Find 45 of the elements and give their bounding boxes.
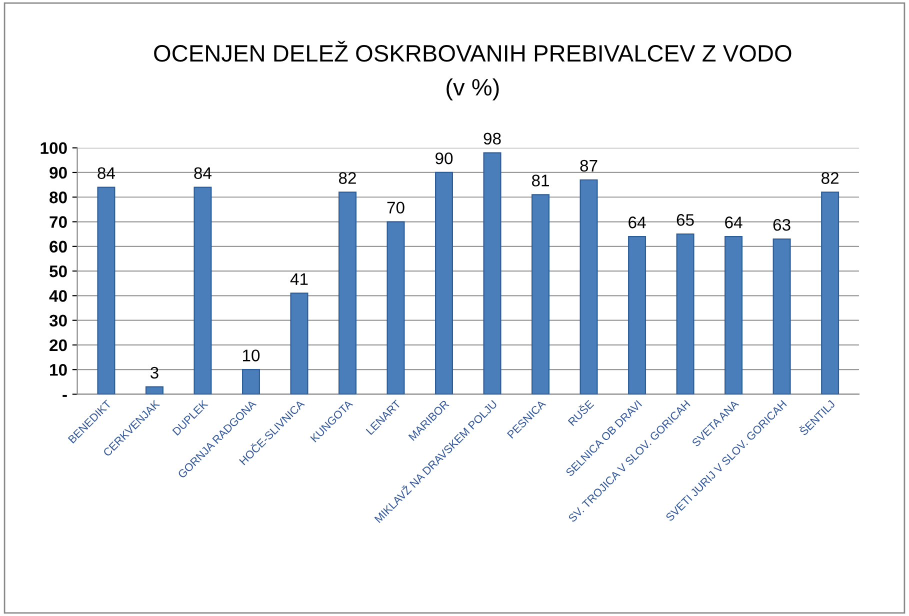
chart-subtitle: (v %) — [446, 78, 499, 100]
data-label: 70 — [387, 202, 404, 214]
data-label: 90 — [436, 152, 453, 164]
data-label: 3 — [150, 366, 158, 379]
y-tick-label: 30 — [49, 314, 67, 327]
data-label: 10 — [242, 350, 260, 362]
bar — [821, 192, 840, 394]
chart-title: OCENJEN DELEŽ OSKRBOVANIH PREBIVALCEV Z VODO — [154, 40, 792, 62]
bar — [628, 236, 646, 394]
data-label: 82 — [338, 172, 356, 184]
bar — [338, 192, 356, 394]
data-label: 65 — [676, 214, 694, 226]
data-label: 64 — [628, 216, 646, 228]
y-tick-label: 10 — [50, 364, 67, 376]
y-tick-label: 40 — [49, 290, 67, 302]
data-label: 84 — [194, 167, 212, 180]
bar — [772, 238, 791, 394]
y-tick-label: 60 — [50, 240, 67, 253]
y-tick-label: 20 — [50, 339, 67, 352]
bar — [386, 221, 405, 394]
y-tick-label: 90 — [50, 166, 67, 179]
bar — [483, 152, 502, 394]
bar — [580, 179, 598, 394]
bar — [724, 236, 743, 394]
data-label: 64 — [725, 216, 742, 228]
bar — [532, 194, 550, 394]
bar — [97, 186, 116, 394]
data-label: 98 — [484, 132, 501, 145]
bar — [194, 186, 212, 394]
bar — [290, 292, 308, 394]
y-tick-label: 50 — [50, 265, 67, 278]
bar — [242, 369, 260, 394]
data-label: 81 — [532, 174, 549, 186]
bar — [676, 234, 694, 394]
y-tick-label: 80 — [50, 192, 67, 204]
data-label: 82 — [822, 172, 838, 184]
data-label: 41 — [290, 273, 308, 285]
y-tick-label: 100 — [40, 142, 67, 154]
bar — [435, 172, 454, 394]
data-label: 87 — [580, 160, 598, 172]
bar — [145, 386, 164, 394]
y-tick-label: 70 — [50, 216, 67, 228]
y-tick-label: - — [62, 394, 67, 397]
data-label: 84 — [98, 167, 115, 180]
data-label: 63 — [773, 218, 790, 231]
